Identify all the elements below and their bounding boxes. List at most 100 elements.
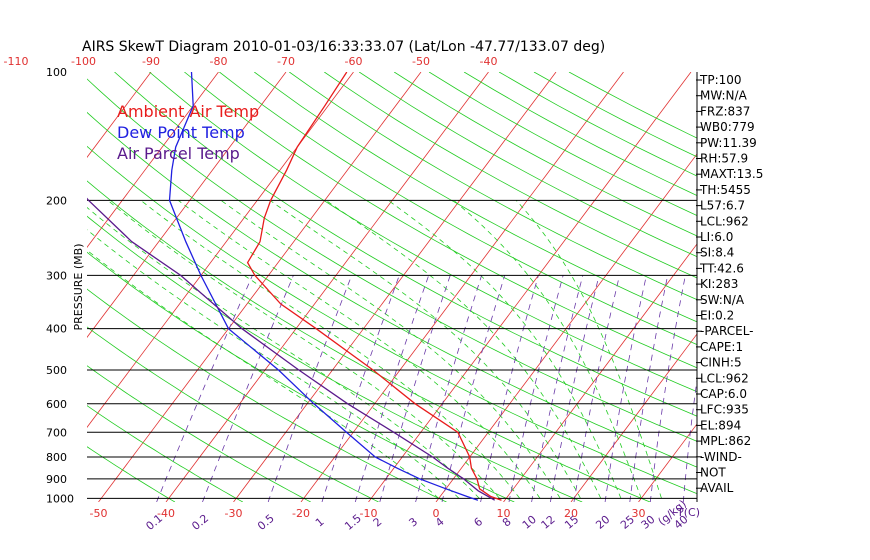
index-item: TH:5455 [699, 183, 751, 197]
temp-tick-label: 10 [497, 507, 511, 520]
moist-adiabat-line [140, 199, 521, 499]
dry-adiabat-line [184, 72, 697, 369]
temp-tick-label: -40 [157, 507, 175, 520]
mixing-ratio-line [156, 275, 253, 502]
pressure-tick-label: 900 [46, 473, 67, 486]
mixing-ratio-label: 2 [371, 515, 385, 529]
top-temp-tick-label: -60 [345, 55, 363, 68]
moist-adiabat-line [177, 199, 541, 499]
index-item: WB0:779 [700, 120, 755, 134]
temp-tick-label: -30 [225, 507, 243, 520]
pressure-tick-label: 500 [46, 364, 67, 377]
legend-entry: Air Parcel Temp [117, 144, 240, 163]
index-item: LI:6.0 [700, 230, 733, 244]
pressure-tick-label: 300 [46, 269, 67, 282]
pressure-tick-label: 200 [46, 194, 67, 207]
top-temp-tick-label: -50 [412, 55, 430, 68]
mixing-ratio-line [550, 275, 600, 502]
temp-tick-label: 0 [433, 507, 440, 520]
mixing-ratio-line [441, 275, 506, 502]
index-item: MAXT:13.5 [700, 167, 763, 181]
y-axis-label: PRESSURE (MB) [72, 244, 85, 331]
dry-adiabat-line [87, 288, 447, 502]
mixing-ratio-line [379, 275, 451, 502]
dry-adiabat-line [87, 180, 651, 502]
top-temp-tick-label: -90 [142, 55, 160, 68]
pressure-tick-label: 700 [46, 426, 67, 439]
mixing-ratio-label: 3 [406, 515, 420, 529]
isotherm-line [841, 72, 870, 502]
mixing-ratio-label: 12 [539, 513, 558, 532]
isotherm-line [368, 72, 692, 502]
index-item: EL:894 [700, 418, 741, 432]
index-item: SI:8.4 [700, 246, 734, 260]
top-temp-tick-label: -80 [210, 55, 228, 68]
isotherm-line [503, 243, 697, 502]
dry-adiabat-line [87, 78, 697, 442]
isotherm-line [87, 72, 219, 248]
dry-adiabat-line [87, 251, 515, 502]
temp-tick-label: -50 [90, 507, 108, 520]
dry-adiabat-line [358, 72, 697, 258]
isotherm-line [0, 72, 84, 502]
isotherm-line [87, 72, 152, 158]
temp-tick-label: 20 [564, 507, 578, 520]
dry-adiabat-line [114, 72, 697, 417]
isotherm-line [300, 72, 624, 502]
isotherm-line [774, 72, 870, 502]
temp-tick-label: -20 [292, 507, 310, 520]
pressure-tick-label: 100 [46, 66, 67, 79]
index-item: CAPE:1 [700, 340, 743, 354]
dry-adiabat-line [219, 72, 697, 345]
top-temp-tick-label: -100 [71, 55, 96, 68]
index-item: RH:57.9 [700, 152, 748, 166]
index-item: TP:100 [699, 73, 742, 87]
index-item: CAP:6.0 [700, 387, 747, 401]
mixing-ratio-label: 20 [593, 513, 612, 532]
mixing-ratio-label: 6 [471, 515, 485, 529]
top-temp-tick-label: -70 [277, 55, 295, 68]
index-item: LFC:935 [700, 403, 749, 417]
isotherm-line [638, 423, 697, 502]
dry-adiabat-line [498, 72, 697, 177]
temp-unit-label: T(C) [676, 506, 700, 519]
index-item: L57:6.7 [700, 199, 745, 213]
index-item: MW:N/A [700, 89, 748, 103]
index-item: CINH:5 [700, 356, 742, 370]
legend-entry: Ambient Air Temp [117, 102, 259, 121]
chart-title: AIRS SkewT Diagram 2010-01-03/16:33:33.0… [82, 39, 605, 55]
temp-tick-label: 30 [632, 507, 646, 520]
isotherm-line [0, 72, 16, 502]
index-item: PW:11.39 [700, 136, 757, 150]
temp-tick-label: -10 [360, 507, 378, 520]
mixing-ratio-line [321, 275, 400, 502]
top-temp-tick-label: -110 [4, 55, 29, 68]
isotherm-line [233, 72, 557, 502]
index-item: LCL:962 [700, 371, 749, 385]
mixing-ratio-line [604, 275, 647, 502]
index-item: SW:N/A [700, 293, 745, 307]
dry-adiabat-line [324, 72, 697, 279]
index-item: LCL:962 [700, 214, 749, 228]
index-item: NOT [700, 466, 726, 480]
isotherm-line [435, 153, 697, 502]
series-line [246, 72, 502, 501]
dry-adiabat-line [87, 365, 311, 502]
mixing-ratio-label: 4 [433, 515, 447, 529]
mixing-ratio-line [480, 275, 539, 502]
index-item: -PARCEL- [700, 324, 754, 338]
pressure-tick-label: 800 [46, 451, 67, 464]
mixing-ratio-label: 0.5 [255, 512, 277, 533]
pressure-tick-label: 600 [46, 398, 67, 411]
dry-adiabat-line [87, 326, 379, 502]
moist-adiabat-line [387, 199, 622, 499]
index-item: KI:283 [700, 277, 738, 291]
series-line [168, 72, 479, 501]
index-item: MPL:862 [700, 434, 751, 448]
index-item: FRZ:837 [700, 104, 750, 118]
top-temp-tick-label: -40 [480, 55, 498, 68]
dry-adiabat-line [289, 72, 697, 301]
isotherm-line [87, 72, 287, 338]
mixing-ratio-label: 10 [520, 513, 539, 532]
